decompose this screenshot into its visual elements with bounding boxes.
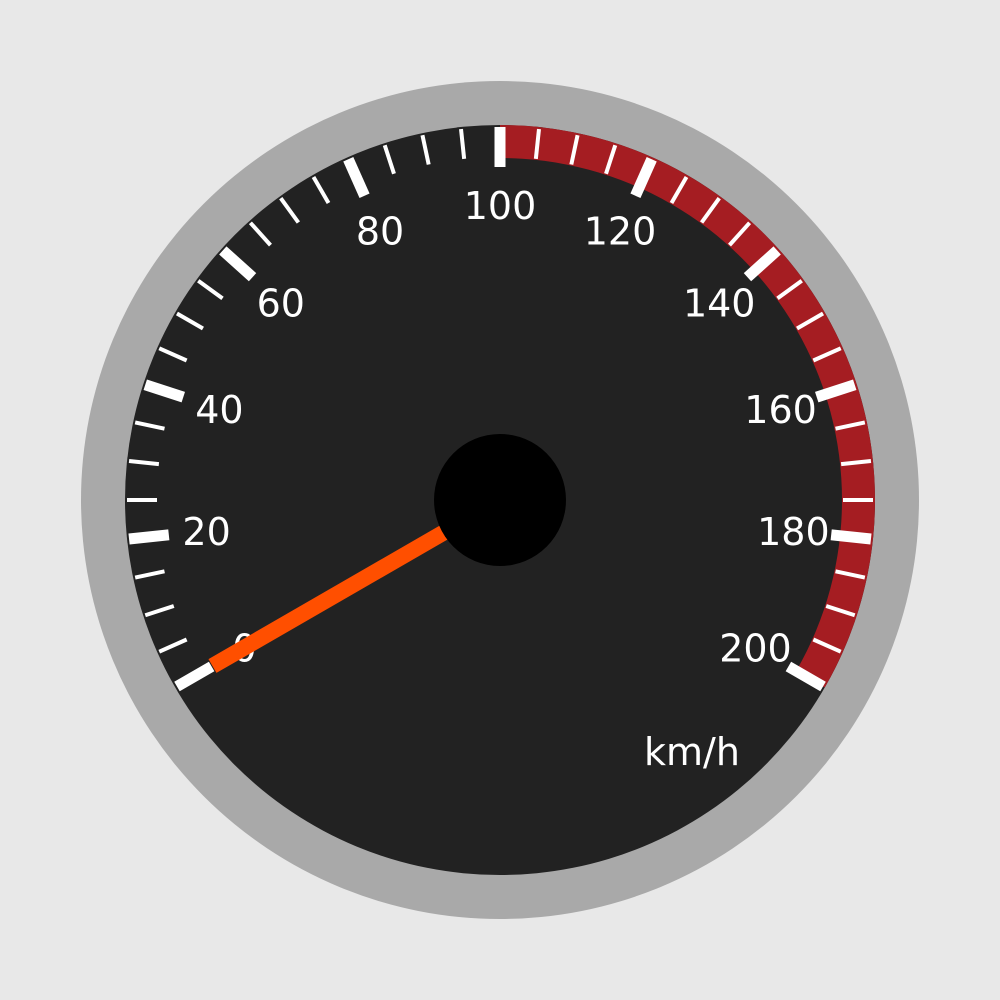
minor-tick — [776, 279, 803, 301]
minor-tick — [248, 221, 272, 247]
tick-label: 60 — [257, 282, 305, 326]
tick-labels: 020406080100120140160180200 — [182, 184, 829, 671]
major-tick — [174, 661, 215, 692]
minor-tick — [669, 175, 689, 204]
minor-tick — [382, 144, 396, 175]
minor-tick — [840, 459, 872, 467]
tick-label: 140 — [683, 282, 756, 326]
tick-label: 100 — [464, 184, 537, 228]
tick-label: 200 — [719, 627, 792, 671]
minor-tick — [796, 311, 825, 331]
tick-label: 160 — [744, 388, 817, 432]
major-tick — [128, 529, 170, 545]
tick-label: 20 — [182, 510, 230, 554]
minor-tick — [459, 128, 467, 160]
minor-tick — [134, 569, 165, 580]
minor-tick — [144, 604, 175, 618]
minor-tick — [311, 175, 331, 204]
minor-tick — [728, 221, 752, 247]
minor-tick — [420, 134, 431, 165]
minor-tick — [825, 604, 856, 618]
minor-tick — [134, 420, 165, 431]
minor-tick — [604, 144, 618, 175]
major-tick — [219, 246, 257, 282]
minor-tick — [158, 637, 188, 654]
tick-label: 40 — [195, 388, 243, 432]
minor-tick — [128, 459, 160, 467]
minor-tick — [699, 197, 721, 224]
redline-zone — [500, 125, 875, 688]
minor-tick — [197, 279, 224, 301]
redline-band — [500, 125, 875, 688]
major-tick — [630, 157, 657, 199]
minor-tick — [279, 197, 301, 224]
needle-hub — [434, 434, 566, 566]
major-tick — [815, 379, 857, 403]
minor-tick — [812, 346, 842, 363]
minor-tick — [158, 346, 188, 363]
tick-label: 180 — [757, 510, 830, 554]
major-tick — [343, 157, 370, 199]
minor-tick — [835, 569, 866, 580]
major-tick — [143, 379, 185, 403]
minor-tick — [175, 311, 204, 331]
tick-marks — [127, 127, 873, 692]
minor-tick — [812, 637, 842, 654]
unit-label: km/h — [644, 730, 740, 774]
major-tick — [785, 661, 826, 692]
minor-tick — [569, 134, 580, 165]
minor-tick — [835, 420, 866, 431]
minor-tick — [533, 128, 541, 160]
tick-label: 80 — [356, 210, 404, 254]
major-tick — [830, 529, 872, 545]
tick-label: 120 — [584, 210, 657, 254]
major-tick — [743, 246, 781, 282]
